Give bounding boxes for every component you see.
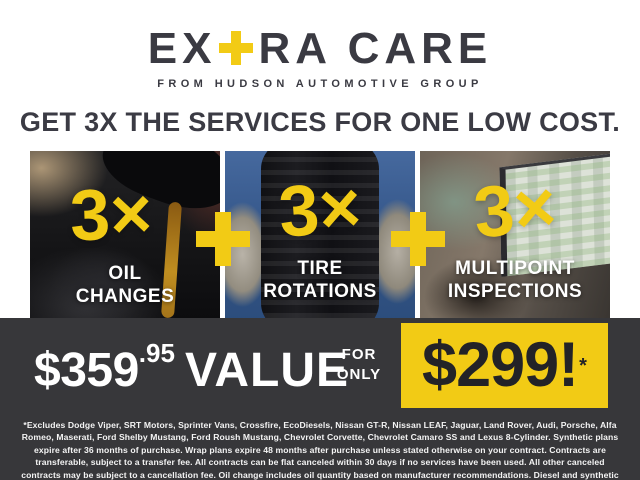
label-line: ROTATIONS [263, 280, 377, 302]
sale-price-box: $299! * [401, 323, 608, 408]
logo-text-ra-care: RA CARE [258, 24, 493, 73]
for-line: FOR [341, 346, 377, 363]
logo-wordmark: EX RA CARE [0, 27, 640, 71]
logo-text-ex: EX [147, 24, 217, 73]
value-price: $359.95 VALUE [34, 338, 350, 398]
plus-icon [219, 31, 254, 65]
tire-shape [261, 151, 379, 321]
value-cents: .95 [138, 338, 175, 368]
label-multipoint-inspections: MULTIPOINT INSPECTIONS [420, 258, 610, 304]
multiplier-oil: 3× [68, 173, 154, 257]
value-dollars: $359 [34, 344, 139, 397]
oil-pour-photo [30, 151, 220, 321]
sale-price: $299! [422, 330, 579, 400]
typing-hands-shape [423, 258, 529, 321]
label-line: OIL [108, 263, 142, 284]
label-line: CHANGES [75, 285, 175, 307]
engine-parts-shape [49, 244, 154, 321]
label-oil-changes: OIL CHANGES [30, 263, 220, 309]
for-only-label: FOR ONLY [331, 345, 387, 384]
value-word: VALUE [184, 344, 350, 397]
footnote-asterisk: * [579, 354, 587, 377]
panel-multipoint-inspections: 3× MULTIPOINT INSPECTIONS [420, 151, 610, 321]
multiplier-tire: 3× [276, 167, 364, 253]
tire-hold-photo [225, 151, 415, 321]
laptop-inspection-photo [420, 151, 610, 321]
panel-oil-changes: 3× OIL CHANGES [30, 151, 220, 321]
plus-icon [196, 212, 250, 266]
panel-tire-rotations: 3× TIRE ROTATIONS [225, 151, 415, 321]
label-tire-rotations: TIRE ROTATIONS [225, 258, 415, 304]
headline: GET 3X THE SERVICES FOR ONE LOW COST. [19, 107, 621, 137]
label-line: MULTIPOINT [455, 258, 575, 279]
disclaimer-text: *Excludes Dodge Viper, SRT Motors, Sprin… [21, 420, 619, 480]
service-panels: 3× OIL CHANGES 3× TIRE ROTATIONS [30, 151, 610, 321]
plus-icon [391, 212, 445, 266]
label-line: INSPECTIONS [447, 280, 583, 302]
extra-care-logo: EX RA CARE FROM HUDSON AUTOMOTIVE GROUP [0, 27, 640, 91]
label-line: TIRE [297, 258, 343, 279]
logo-subtitle: FROM HUDSON AUTOMOTIVE GROUP [157, 78, 483, 90]
only-line: ONLY [336, 365, 382, 383]
offer-band: $359.95 VALUE FOR ONLY $299! * *Excludes D… [0, 318, 640, 480]
